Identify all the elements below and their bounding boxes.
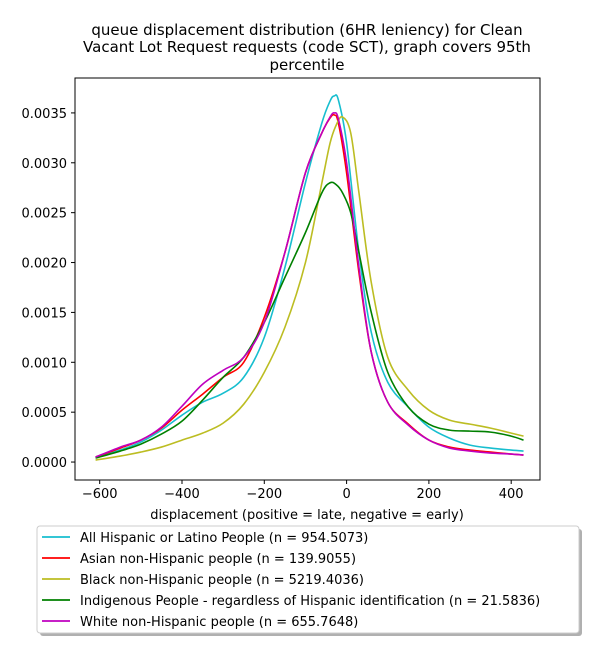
- legend-label-3: Black non-Hispanic people (n = 5219.4036…: [80, 573, 364, 588]
- title-line-2: Vacant Lot Request requests (code SCT), …: [83, 38, 531, 56]
- title-line-3: percentile: [269, 56, 344, 74]
- x-tick-label: −400: [164, 487, 200, 502]
- y-tick-label: 0.0010: [22, 356, 68, 371]
- x-axis: −600 −400 −200 0 200 400: [82, 480, 524, 502]
- y-tick-label: 0.0035: [22, 107, 68, 122]
- y-axis: 0.0000 0.0005 0.0010 0.0015 0.0020 0.0025 0.00…: [22, 107, 75, 471]
- plot-frame: [74, 77, 541, 481]
- legend-label-4: Indigenous People - regardless of Hispan…: [80, 594, 540, 609]
- legend-box: [36, 525, 580, 634]
- y-tick-label: 0.0025: [22, 207, 68, 222]
- y-tick-label: 0.0030: [22, 157, 68, 172]
- x-tick-label: 0: [342, 487, 350, 502]
- y-tick-label: 0.0005: [22, 406, 68, 421]
- legend-label-5: White non-Hispanic people (n = 655.7648): [80, 615, 358, 630]
- legend: All Hispanic or Latino People (n = 954.5…: [36, 525, 582, 636]
- x-tick-label: −200: [246, 487, 282, 502]
- x-tick-label: 400: [499, 487, 524, 502]
- x-tick-label: −600: [82, 487, 118, 502]
- series-line-4: [95, 181, 524, 459]
- legend-label-1: All Hispanic or Latino People (n = 954.5…: [80, 531, 368, 546]
- y-tick-label: 0.0020: [22, 257, 68, 272]
- y-tick-label: 0.0015: [22, 306, 68, 321]
- x-tick-label: 200: [416, 487, 441, 502]
- series-layer: [95, 94, 524, 461]
- series-line-5: [95, 111, 524, 458]
- series-line-3: [95, 115, 524, 461]
- legend-label-2: Asian non-Hispanic people (n = 139.9055): [80, 552, 356, 567]
- title-line-1: queue displacement distribution (6HR len…: [91, 21, 522, 39]
- chart-title: queue displacement distribution (6HR len…: [83, 21, 531, 74]
- series-line-1: [95, 94, 524, 458]
- x-axis-label: displacement (positive = late, negative …: [150, 508, 464, 523]
- y-tick-label: 0.0000: [22, 456, 68, 471]
